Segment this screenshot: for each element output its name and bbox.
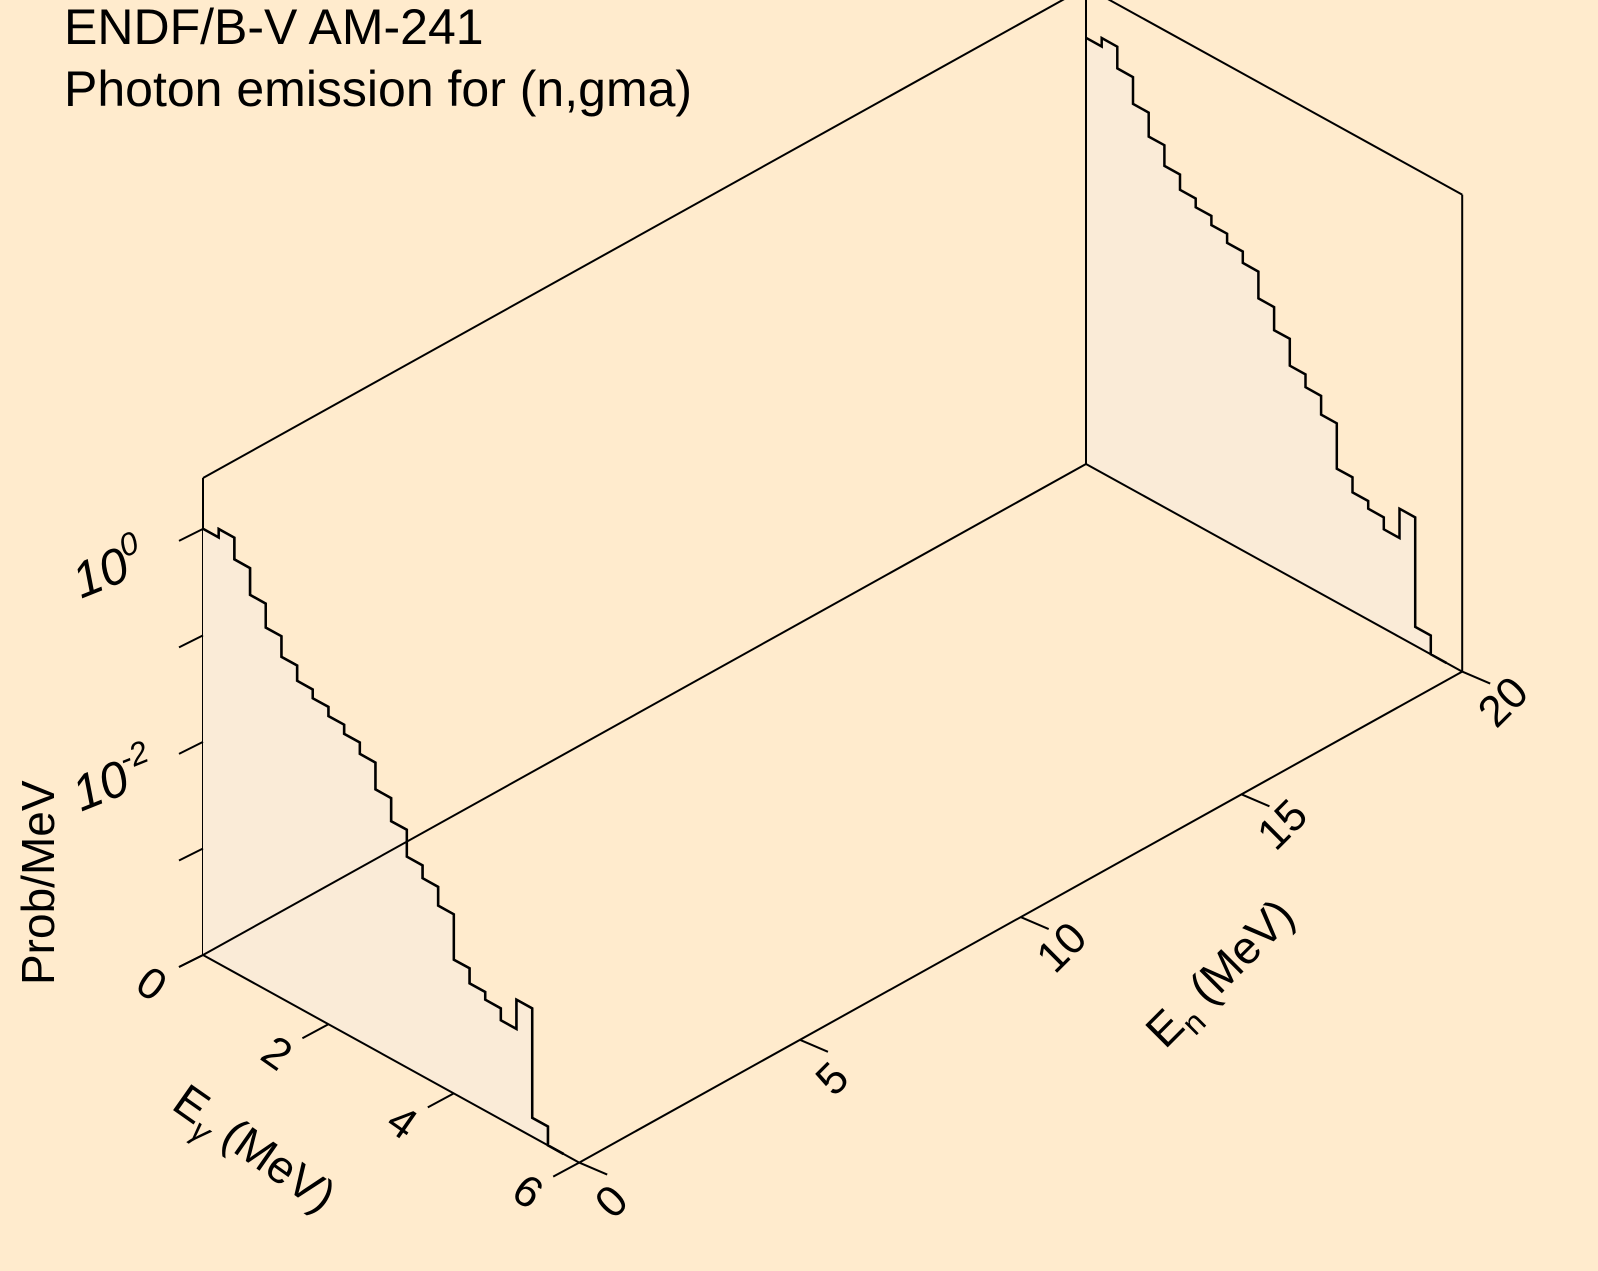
frame-top-back-edge [203, 0, 1086, 478]
y-tick [179, 848, 203, 860]
y-tick-label: 10-2 [62, 733, 163, 822]
y-tick [179, 635, 203, 647]
y-axis-label: Prob/MeV [12, 780, 64, 985]
y-tick [179, 529, 203, 541]
floor-back-edge [203, 464, 1086, 955]
spectrum-slabs [203, 38, 1447, 1154]
y-tick-floor [179, 955, 203, 967]
z-tick [1241, 794, 1269, 806]
x-tick [428, 1093, 454, 1107]
x-tick [302, 1024, 328, 1038]
z-tick [800, 1040, 828, 1052]
z-axis-label: En (MeV) [1135, 888, 1310, 1063]
x-tick-label: 4 [378, 1095, 426, 1149]
x-tick [553, 1163, 579, 1177]
z-tick [1462, 672, 1490, 684]
z-tick-label: 5 [806, 1053, 858, 1105]
z-axis-line [579, 672, 1462, 1163]
z-tick [579, 1163, 607, 1175]
y-tick-label: 100 [62, 524, 153, 609]
x-axis-label-unit: (MeV) [213, 1108, 345, 1222]
x-tick-label: 0 [127, 957, 175, 1011]
x-tick-label: 2 [253, 1026, 301, 1080]
x-tick-label: 6 [503, 1165, 551, 1219]
z-tick [1021, 917, 1049, 929]
z-axis-label-unit: (MeV) [1179, 888, 1304, 1013]
z-tick-label: 0 [586, 1176, 638, 1228]
spectrum-fill-en-20 [1086, 38, 1447, 663]
svg-text:En (MeV): En (MeV) [1135, 888, 1310, 1063]
x-axis-label: Eγ (MeV) [159, 1074, 345, 1230]
y-tick [179, 742, 203, 754]
svg-text:Eγ (MeV): Eγ (MeV) [159, 1074, 345, 1230]
